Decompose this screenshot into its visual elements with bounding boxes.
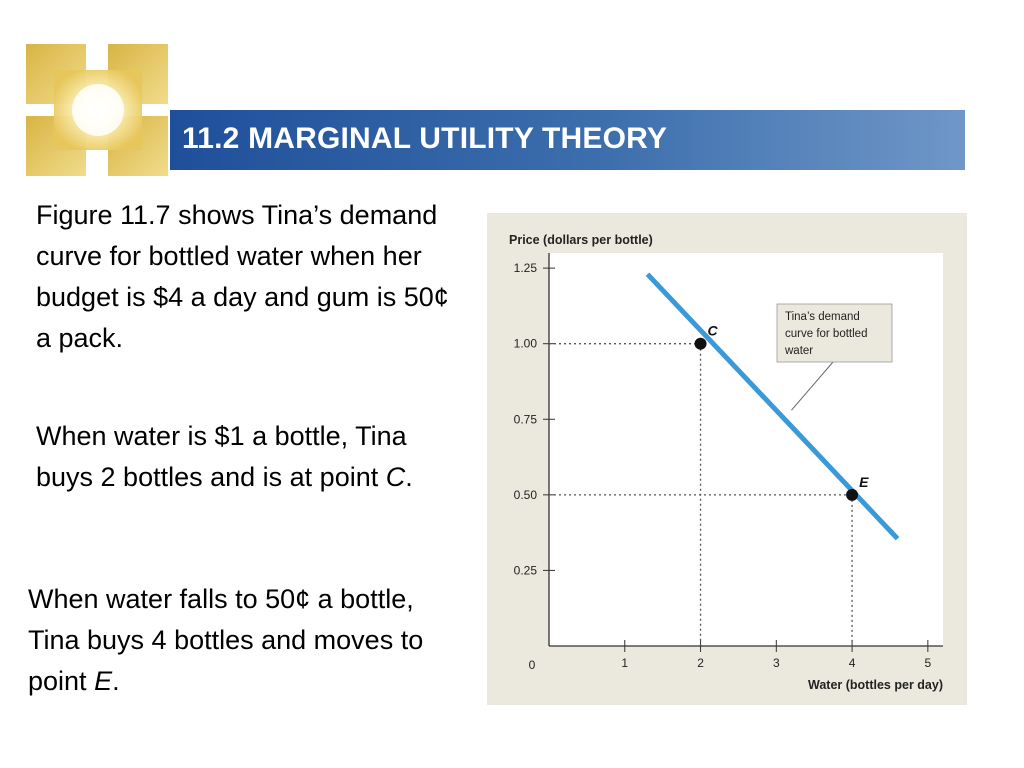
x-tick-label-4: 4 xyxy=(849,656,856,670)
logo xyxy=(26,44,168,176)
y-tick-label-1: 0.25 xyxy=(514,563,538,577)
paragraph-2-text: When water is $1 a bottle, Tina buys 2 b… xyxy=(36,421,407,492)
x-axis-title: Water (bottles per day) xyxy=(808,678,943,692)
paragraph-1: Figure 11.7 shows Tina’s demand curve fo… xyxy=(36,200,449,353)
y-axis-title: Price (dollars per bottle) xyxy=(509,233,653,247)
paragraph-3-point: E xyxy=(94,666,113,696)
x-tick-label-1: 1 xyxy=(621,656,628,670)
title-bar: 11.2 MARGINAL UTILITY THEORY xyxy=(170,110,965,170)
callout-leader xyxy=(791,361,834,411)
x-tick-label-2: 2 xyxy=(697,656,704,670)
chart-panel: Price (dollars per bottle) Water (bottle… xyxy=(487,213,967,705)
y-tick-label-2: 0.50 xyxy=(514,488,538,502)
point-E xyxy=(846,488,859,501)
callout-line-3: water xyxy=(784,345,813,357)
paragraph-2-end: . xyxy=(405,462,413,492)
y-tick-label-3: 0.75 xyxy=(514,412,538,426)
paragraph-2: When water is $1 a bottle, Tina buys 2 b… xyxy=(36,416,456,498)
point-label-E: E xyxy=(859,474,869,490)
callout-line-1: Tina’s demand xyxy=(785,311,860,323)
origin-label: 0 xyxy=(529,658,536,672)
callout-box xyxy=(776,303,893,363)
paragraph-3-end: . xyxy=(112,666,120,696)
y-tick-label-4: 1.00 xyxy=(514,337,538,351)
x-tick-label-3: 3 xyxy=(773,656,780,670)
y-tick-label-5: 1.25 xyxy=(514,261,538,275)
paragraph-2-point: C xyxy=(385,462,406,492)
point-label-C: C xyxy=(708,323,719,339)
paragraph-3-text: When water falls to 50¢ a bottle, Tina b… xyxy=(28,584,424,696)
callout-line-2: curve for bottled xyxy=(785,328,867,340)
x-tick-label-5: 5 xyxy=(925,656,932,670)
point-C xyxy=(694,337,707,350)
demand-chart: Price (dollars per bottle) Water (bottle… xyxy=(509,233,943,692)
slide-title: 11.2 MARGINAL UTILITY THEORY xyxy=(182,122,668,155)
paragraph-3: When water falls to 50¢ a bottle, Tina b… xyxy=(28,579,448,702)
